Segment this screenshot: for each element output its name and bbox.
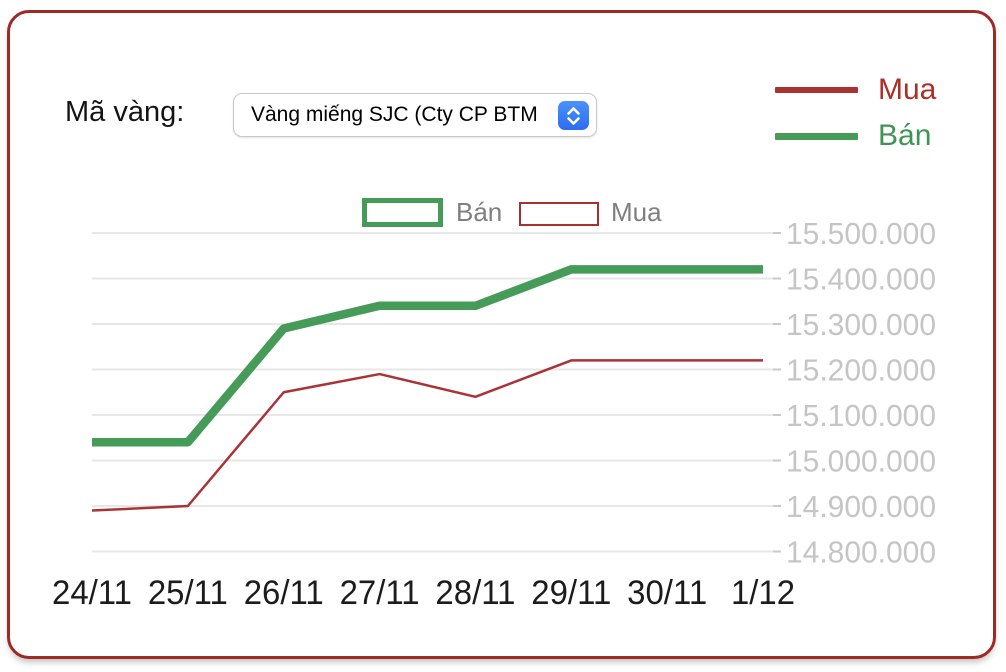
x-axis-label: 30/11 xyxy=(627,574,707,612)
gold-code-select[interactable]: Vàng miếng SJC (Cty CP BTM xyxy=(233,93,597,137)
y-axis-tick-label: 14.800.000 xyxy=(786,534,936,569)
y-axis-tick-label: 15.100.000 xyxy=(786,398,936,433)
y-axis-tick-label: 15.200.000 xyxy=(786,352,936,387)
y-axis-tick-label: 15.400.000 xyxy=(786,261,936,296)
series-line-mua xyxy=(91,359,763,512)
legend-ban-label: Bán xyxy=(878,119,932,152)
chart-legend-ban-label: Bán xyxy=(456,197,503,227)
legend-panel: Mua Bán xyxy=(775,67,936,159)
gold-code-label: Mã vàng: xyxy=(65,96,185,128)
mua-line-swatch-icon xyxy=(775,87,858,93)
chart-legend-mua-label: Mua xyxy=(611,197,662,227)
x-axis-label: 24/11 xyxy=(52,574,132,612)
select-stepper-icon[interactable] xyxy=(558,101,589,130)
gold-code-select-value: Vàng miếng SJC (Cty CP BTM xyxy=(251,103,538,126)
chart-legend-ban-swatch-icon xyxy=(362,198,443,227)
x-axis-label: 29/11 xyxy=(531,574,611,612)
legend-row-ban: Bán xyxy=(775,113,936,159)
x-axis-label: 26/11 xyxy=(244,574,324,612)
ban-line-swatch-icon xyxy=(775,132,858,140)
x-axis-label: 1/12 xyxy=(731,574,795,612)
x-axis-label: 28/11 xyxy=(435,574,515,612)
legend-row-mua: Mua xyxy=(775,67,936,113)
legend-mua-label: Mua xyxy=(878,73,937,106)
x-axis-label: 25/11 xyxy=(148,574,228,612)
y-axis-tick-label: 15.500.000 xyxy=(786,216,936,251)
chart-legend-mua-swatch-icon xyxy=(519,202,599,226)
y-axis-tick-label: 14.900.000 xyxy=(786,489,936,524)
x-axis-label: 27/11 xyxy=(340,574,420,612)
series-line-ban xyxy=(92,265,763,447)
y-axis-tick-label: 15.000.000 xyxy=(786,443,936,478)
y-axis-tick-label: 15.300.000 xyxy=(786,307,936,342)
